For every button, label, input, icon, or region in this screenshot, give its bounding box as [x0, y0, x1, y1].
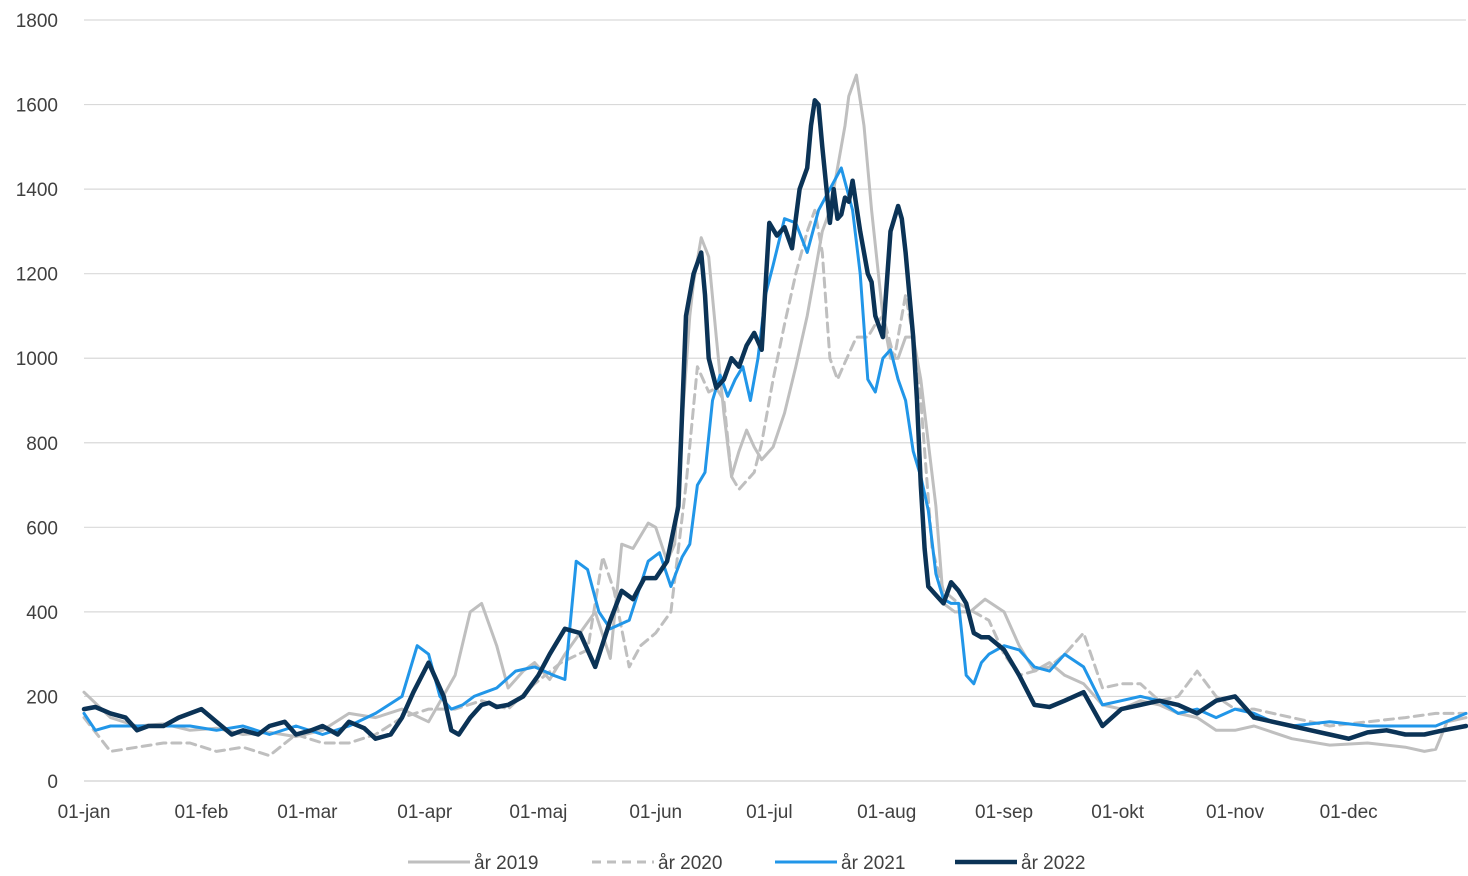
y-axis: 0 200 400 600 800 1000 1200 1400 1600 1800: [16, 11, 58, 793]
x-tick-label: 01-dec: [1320, 802, 1378, 823]
legend-label: år 2019: [474, 853, 538, 874]
x-tick-label: 01-aug: [857, 802, 916, 823]
y-tick-label: 1600: [16, 96, 58, 117]
y-tick-label: 0: [47, 772, 58, 793]
x-tick-label: 01-jun: [629, 802, 682, 823]
y-tick-label: 1400: [16, 180, 58, 201]
x-tick-label: 01-maj: [509, 802, 567, 823]
legend-label: år 2021: [841, 853, 905, 874]
series-lines: [81, 73, 1468, 758]
x-tick-label: 01-apr: [397, 802, 453, 823]
x-axis: 01-jan 01-feb 01-mar 01-apr 01-maj 01-jun 01-j…: [58, 780, 1466, 823]
legend: år 2019 år 2020 år 2021 år 2022: [408, 853, 1085, 874]
y-tick-label: 800: [26, 434, 58, 455]
x-tick-label: 01-feb: [174, 802, 228, 823]
x-tick-label: 01-sep: [975, 802, 1033, 823]
legend-label: år 2022: [1021, 853, 1085, 874]
series-line-1: [82, 73, 1468, 753]
series-line-3: [82, 166, 1468, 736]
series-line-4: [81, 98, 1468, 741]
y-tick-label: 400: [26, 603, 58, 624]
y-tick-label: 1000: [16, 349, 58, 370]
x-tick-label: 01-jul: [746, 802, 792, 823]
y-tick-label: 1200: [16, 265, 58, 286]
gridlines: [84, 19, 1466, 698]
x-tick-label: 01-jan: [58, 802, 111, 823]
x-tick-label: 01-nov: [1206, 802, 1265, 823]
legend-label: år 2020: [658, 853, 722, 874]
y-tick-label: 1800: [16, 11, 58, 32]
series-line-2: [82, 208, 1468, 758]
x-tick-label: 01-mar: [277, 802, 338, 823]
y-tick-label: 200: [26, 687, 58, 708]
y-tick-label: 600: [26, 518, 58, 539]
x-tick-label: 01-okt: [1091, 802, 1145, 823]
